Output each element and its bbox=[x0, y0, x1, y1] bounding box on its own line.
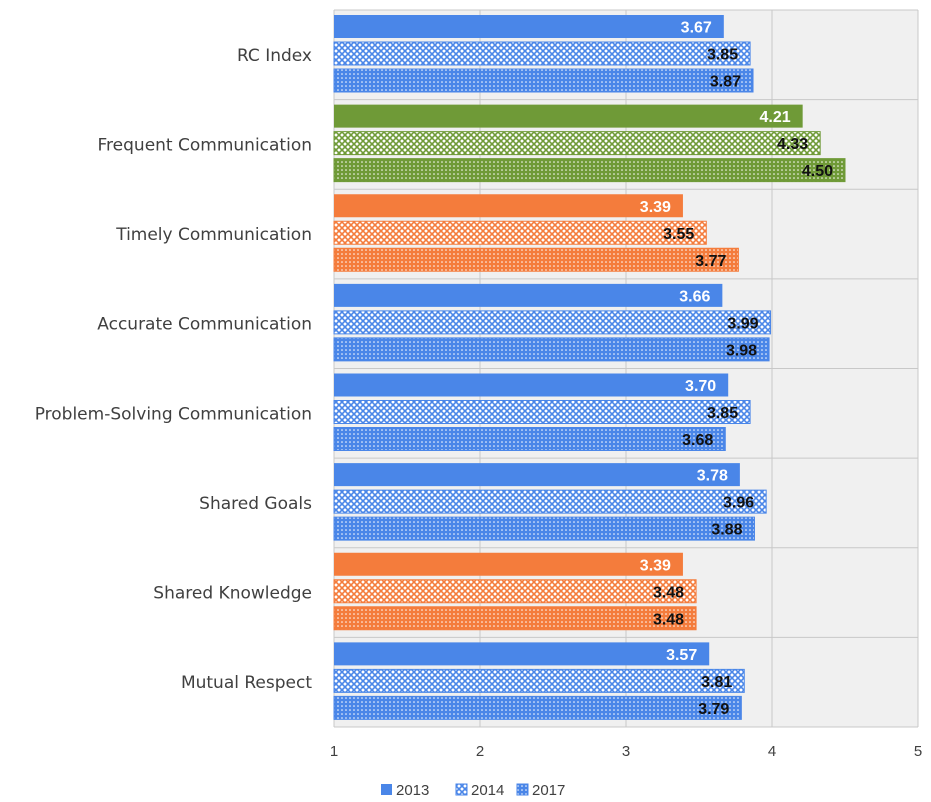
category-label-mutual-respect: Mutual Respect bbox=[181, 673, 312, 693]
bar-frequent-communication-2017 bbox=[333, 158, 846, 183]
bar-rc-index-2013 bbox=[334, 15, 724, 38]
value-label-mutual-respect-2017: 3.79 bbox=[698, 701, 729, 718]
bar-timely-communication-2013 bbox=[334, 194, 683, 218]
category-label-accurate-communication: Accurate Communication bbox=[97, 315, 312, 335]
gridlines bbox=[333, 9, 919, 728]
value-label-frequent-communication-2017: 4.50 bbox=[802, 163, 833, 180]
category-label-timely-communication: Timely Communication bbox=[115, 225, 312, 245]
value-label-mutual-respect-2013: 3.57 bbox=[666, 647, 697, 664]
category-label-frequent-communication: Frequent Communication bbox=[98, 135, 312, 155]
x-tick-label-5: 5 bbox=[914, 743, 922, 760]
bar-problem-solving-communication-2013 bbox=[334, 373, 729, 397]
value-label-shared-knowledge-2017: 3.48 bbox=[653, 611, 684, 628]
value-label-rc-index-2013: 3.67 bbox=[681, 20, 712, 37]
value-label-accurate-communication-2017: 3.98 bbox=[726, 342, 757, 359]
category-labels: RC Index Frequent Communication Timely Com… bbox=[35, 46, 313, 693]
value-label-shared-knowledge-2014: 3.48 bbox=[653, 584, 684, 601]
value-label-shared-goals-2013: 3.78 bbox=[697, 468, 728, 485]
value-label-problem-solving-communication-2013: 3.70 bbox=[685, 378, 716, 395]
x-tick-label-2: 2 bbox=[476, 743, 484, 760]
category-label-shared-goals: Shared Goals bbox=[199, 494, 312, 514]
legend-swatch-2013 bbox=[381, 784, 392, 795]
bar-rc-index-2017 bbox=[333, 68, 754, 93]
value-label-problem-solving-communication-2017: 3.68 bbox=[682, 432, 713, 449]
value-label-accurate-communication-2013: 3.66 bbox=[679, 288, 710, 305]
bar-shared-knowledge-2014 bbox=[333, 579, 697, 604]
bar-accurate-communication-2017 bbox=[333, 337, 770, 362]
x-tick-label-1: 1 bbox=[330, 743, 338, 760]
bar-problem-solving-communication-2017 bbox=[333, 427, 726, 451]
bar-shared-goals-2013 bbox=[334, 463, 740, 487]
value-label-rc-index-2014: 3.85 bbox=[707, 47, 738, 64]
legend-swatch-2014 bbox=[455, 783, 468, 796]
value-labels: 3.67 3.85 3.87 4.21 4.33 4.50 3.39 3.553.77 3.66… bbox=[640, 20, 833, 718]
legend-label-2013: 2013 bbox=[396, 782, 429, 799]
value-label-shared-knowledge-2013: 3.39 bbox=[640, 557, 671, 574]
value-label-timely-communication-2013: 3.39 bbox=[640, 199, 671, 216]
legend-swatch-2017 bbox=[516, 783, 529, 796]
legend: 2013 2014 2017 bbox=[381, 782, 565, 799]
value-label-timely-communication-2014: 3.55 bbox=[663, 226, 694, 243]
value-label-frequent-communication-2013: 4.21 bbox=[760, 109, 791, 126]
bar-mutual-respect-2014 bbox=[333, 668, 745, 693]
bar-mutual-respect-2013 bbox=[334, 642, 710, 666]
bar-rc-index-2014 bbox=[333, 41, 751, 66]
bar-problem-solving-communication-2014 bbox=[333, 400, 751, 424]
category-label-problem-solving-communication: Problem-Solving Communication bbox=[35, 404, 312, 424]
x-axis-tick-labels: 1 2 3 4 5 bbox=[330, 743, 922, 760]
bar-frequent-communication-2014 bbox=[333, 131, 821, 156]
value-label-mutual-respect-2014: 3.81 bbox=[701, 674, 732, 691]
bar-timely-communication-2017 bbox=[333, 247, 739, 272]
bar-shared-goals-2014 bbox=[333, 489, 767, 514]
bar-mutual-respect-2017 bbox=[333, 695, 742, 720]
bar-frequent-communication-2013 bbox=[334, 104, 803, 128]
x-tick-label-3: 3 bbox=[622, 743, 630, 760]
value-label-rc-index-2017: 3.87 bbox=[710, 74, 741, 91]
value-label-accurate-communication-2014: 3.99 bbox=[727, 315, 758, 332]
category-label-shared-knowledge: Shared Knowledge bbox=[153, 584, 312, 604]
bar-shared-knowledge-2017 bbox=[333, 606, 697, 631]
legend-label-2017: 2017 bbox=[532, 782, 565, 799]
bar-shared-knowledge-2013 bbox=[334, 552, 683, 576]
bar-accurate-communication-2013 bbox=[334, 283, 723, 307]
value-label-timely-communication-2017: 3.77 bbox=[695, 253, 726, 270]
bar-timely-communication-2014 bbox=[333, 220, 707, 245]
value-label-problem-solving-communication-2014: 3.85 bbox=[707, 405, 738, 422]
value-label-shared-goals-2014: 3.96 bbox=[723, 495, 754, 512]
bar-accurate-communication-2014 bbox=[333, 310, 772, 335]
x-tick-label-4: 4 bbox=[768, 743, 776, 760]
bars bbox=[333, 15, 846, 720]
value-label-shared-goals-2017: 3.88 bbox=[711, 522, 742, 539]
legend-label-2014: 2014 bbox=[471, 782, 504, 799]
category-label-rc-index: RC Index bbox=[237, 46, 312, 66]
bar-shared-goals-2017 bbox=[333, 516, 755, 541]
value-label-frequent-communication-2014: 4.33 bbox=[777, 136, 808, 153]
